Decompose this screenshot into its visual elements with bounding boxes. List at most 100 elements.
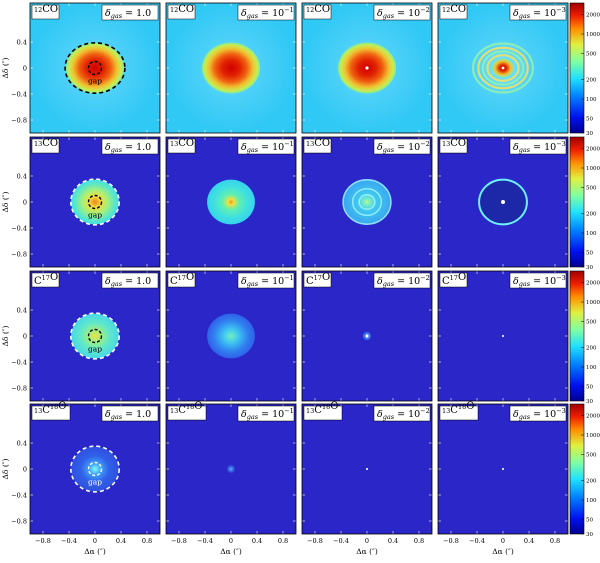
emission-ring-0: [471, 42, 534, 94]
isotopologue-label: 12CO: [31, 4, 60, 20]
y-tick-label: 0.4: [17, 440, 27, 448]
svg-text:δgas = 10−1: δgas = 10−1: [241, 140, 294, 154]
colorbar-tick-label: 100: [586, 498, 597, 504]
panel-grid: gap 12CO δgas = 1.0 12CO δgas = 10−1 12CO δgas…: [29, 2, 569, 535]
y-tick-label: −0.8: [11, 385, 27, 393]
colorbar-tick-label: 30: [586, 532, 593, 538]
axes-labels: 0.4 0 −0.4 −0.8 Δδ (″) 0.4 0 −0.4 −0.8 Δδ (″) 0.4 0…: [1, 39, 560, 557]
colorbar-row-1: 2000 1000 500 200 100 50 30: [569, 136, 600, 271]
svg-text:12CO: 12CO: [170, 4, 194, 15]
colorbar-tick-label: 200: [586, 478, 597, 484]
x-tick-label: −0.8: [171, 537, 187, 545]
panel-frame: [301, 2, 433, 134]
colorbar-tick-label: 50: [586, 117, 593, 123]
svg-text:13C18O: 13C18O: [442, 401, 474, 416]
colorbar-tick-label: 1000: [586, 300, 600, 306]
emission-ring-1: [351, 187, 383, 217]
central-point: [365, 66, 369, 70]
y-tick-label: −0.8: [11, 518, 27, 526]
x-axis-label: Δα (″): [492, 547, 514, 556]
gap-dashed-circle: [87, 461, 103, 477]
emission-ring-0: [342, 179, 392, 225]
svg-text:C17O: C17O: [34, 272, 58, 287]
x-tick-label: 0.8: [550, 537, 560, 545]
x-tick-label: 0: [365, 537, 369, 545]
svg-text:δgas = 10−2: δgas = 10−2: [377, 140, 430, 154]
colorbar-tick-label: 2000: [586, 413, 600, 419]
colorbars: 2000 1000 500 200 100 50 30 2000 1000 500 200 100 50…: [569, 2, 600, 538]
svg-text:12CO: 12CO: [306, 4, 330, 15]
delta-gas-label: δgas = 10−1: [237, 272, 295, 289]
panel-r0-c3: 12CO δgas = 10−3: [437, 2, 569, 134]
delta-gas-label: δgas = 10−3: [509, 4, 567, 21]
panel-r3-c2: 13C18O δgas = 10−2: [301, 401, 433, 535]
delta-gas-label: δgas = 10−2: [373, 4, 431, 21]
panel-r1-c1: 13CO δgas = 10−1: [165, 136, 297, 268]
panel-frame: [29, 403, 161, 535]
colorbar-tick-label: 200: [586, 77, 597, 83]
delta-gas-label: δgas = 10−2: [373, 272, 431, 289]
isotopologue-label: 13CO: [31, 138, 60, 154]
emission-point: [226, 464, 236, 474]
central-point: [501, 467, 505, 471]
svg-text:δgas = 1.0: δgas = 1.0: [105, 276, 151, 288]
colorbar-tick-label: 200: [586, 345, 597, 351]
panel-r3-c3: 13C18O δgas = 10−3: [437, 401, 569, 535]
svg-text:δgas = 10−3: δgas = 10−3: [513, 140, 566, 154]
x-tick-label: 0.8: [142, 537, 152, 545]
delta-gas-label: δgas = 1.0: [101, 272, 159, 289]
colorbar-tick-label: 1000: [586, 32, 600, 38]
panel-r3-c1: 13C18O δgas = 10−1: [165, 401, 297, 535]
panel-frame: [165, 403, 297, 535]
panel-frame: [29, 2, 161, 134]
svg-text:13C18O: 13C18O: [170, 401, 202, 416]
isotopologue-label: C17O: [31, 272, 60, 288]
colorbar-tick-label: 30: [586, 265, 593, 271]
svg-text:13CO: 13CO: [34, 138, 58, 149]
x-axis-label: Δα (″): [84, 547, 106, 556]
colorbar-tick-label: 100: [586, 97, 597, 103]
isotopologue-label: 12CO: [439, 4, 468, 20]
panel-r1-c2: 13CO δgas = 10−2: [301, 136, 433, 268]
gap-dashed-circle: [87, 194, 103, 210]
delta-gas-label: δgas = 10−3: [509, 405, 567, 422]
y-tick-label: 0: [23, 333, 27, 341]
central-point: [501, 200, 505, 204]
isotopologue-label: 13CO: [439, 138, 468, 154]
panel-frame: [437, 270, 569, 402]
panel-r0-c0: gap 12CO δgas = 1.0: [29, 2, 161, 134]
emission-disk: [65, 42, 125, 94]
isotopologue-label: 13CO: [167, 138, 196, 154]
isotopologue-label: 13C18O: [303, 401, 343, 421]
colorbar-tick-label: 50: [586, 251, 593, 257]
panel-frame: [29, 270, 161, 402]
delta-gas-label: δgas = 1.0: [101, 4, 159, 21]
emission-ring-1: [477, 46, 529, 90]
isotopologue-label: 12CO: [303, 4, 332, 20]
central-point: [365, 334, 369, 338]
colorbar-strip: [569, 136, 585, 268]
colorbar-tick-label: 30: [586, 131, 593, 137]
colorbar-row-0: 2000 1000 500 200 100 50 30: [569, 2, 600, 137]
x-axis-label: Δα (″): [220, 547, 242, 556]
isotopologue-label: C17O: [167, 272, 196, 288]
colorbar-tick-label: 30: [586, 399, 593, 405]
disk-edge-dashed-circle: [64, 41, 126, 95]
x-tick-label: −0.4: [469, 537, 485, 545]
panel-frame: [165, 136, 297, 268]
y-tick-label: 0: [23, 199, 27, 207]
emission-ring-2: [358, 193, 376, 211]
colorbar-tick-label: 100: [586, 365, 597, 371]
isotopologue-label: 13C18O: [167, 401, 207, 421]
central-point: [501, 334, 505, 338]
panel-r0-c1: 12CO δgas = 10−1: [165, 2, 297, 134]
colorbar-tick-label: 1000: [586, 166, 600, 172]
panel-r3-c0: gap 13C18O δgas = 1.0: [29, 401, 161, 535]
x-tick-label: 0.4: [388, 537, 398, 545]
disk-edge-dashed-circle: [70, 445, 120, 493]
svg-text:13C18O: 13C18O: [306, 401, 338, 416]
colorbar-row-3: 2000 1000 500 200 100 50 30: [569, 403, 600, 538]
svg-text:13CO: 13CO: [306, 138, 330, 149]
x-tick-label: 0.8: [278, 537, 288, 545]
